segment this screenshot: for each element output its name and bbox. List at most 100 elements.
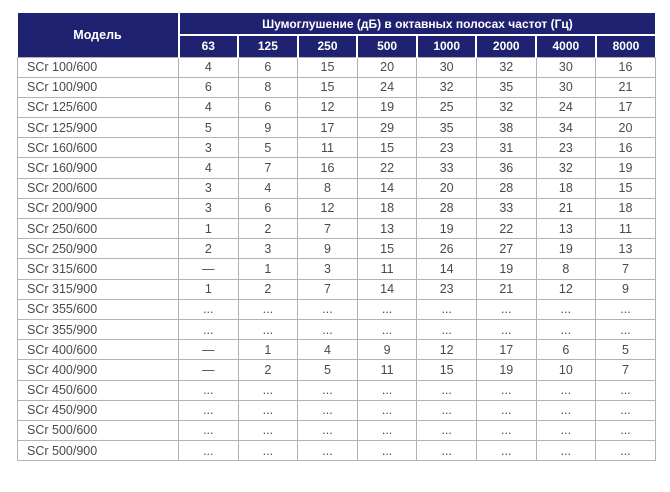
- value-cell: 17: [297, 117, 358, 139]
- value-cell: 19: [535, 238, 597, 260]
- value-cell: ...: [297, 419, 358, 442]
- value-cell: 31: [475, 137, 537, 159]
- value-cell: 19: [475, 258, 537, 280]
- table-row: SCr 400/900—2 5 11 15 19 10 7: [17, 359, 656, 381]
- value-cell: 13: [595, 238, 656, 260]
- value-cell: ...: [475, 419, 537, 442]
- model-cell: SCr 250/900: [17, 238, 179, 260]
- value-cell: ...: [595, 419, 656, 442]
- value-cell: 16: [297, 157, 358, 179]
- value-cell: 32: [475, 56, 537, 78]
- value-cell: 9: [356, 339, 418, 361]
- value-cell: 3: [178, 137, 239, 159]
- value-cell: 14: [416, 258, 477, 280]
- table-row: SCr 450/900........................: [17, 399, 656, 421]
- value-cell: ...: [237, 379, 299, 401]
- value-cell: ...: [535, 298, 597, 320]
- value-cell: 8: [237, 76, 299, 98]
- model-cell: SCr 400/900: [17, 359, 179, 381]
- value-cell: ...: [475, 379, 537, 401]
- value-cell: 30: [535, 56, 597, 78]
- value-cell: ...: [297, 298, 358, 320]
- value-cell: 36: [475, 157, 537, 179]
- value-cell: 11: [356, 258, 418, 280]
- value-cell: 19: [356, 96, 418, 119]
- value-cell: 2: [237, 278, 299, 300]
- value-cell: 4: [237, 177, 299, 199]
- value-cell: 12: [297, 197, 358, 220]
- value-cell: ...: [178, 419, 239, 442]
- value-cell: 33: [416, 157, 477, 179]
- value-cell: —: [178, 359, 239, 381]
- value-cell: 17: [475, 339, 537, 361]
- value-cell: ...: [475, 318, 537, 341]
- value-cell: ...: [595, 399, 656, 421]
- value-cell: 15: [356, 238, 418, 260]
- table-row: SCr 100/600 4 6 15 20 30 32 30 16: [17, 56, 656, 78]
- value-cell: 5: [297, 359, 358, 381]
- value-cell: ...: [356, 298, 418, 320]
- value-cell: 2: [237, 359, 299, 381]
- model-cell: SCr 315/600: [17, 258, 179, 280]
- freq-header-250: 250: [296, 35, 358, 57]
- value-cell: 6: [237, 56, 299, 78]
- value-cell: 5: [595, 339, 656, 361]
- value-cell: 3: [297, 258, 358, 280]
- value-cell: ...: [178, 318, 239, 341]
- value-cell: ...: [475, 298, 537, 320]
- value-cell: 12: [416, 339, 477, 361]
- value-cell: 11: [595, 217, 656, 240]
- value-cell: 15: [416, 359, 477, 381]
- value-cell: —: [178, 258, 239, 280]
- value-cell: 3: [237, 238, 299, 260]
- table-row: SCr 315/900 1 2 7 14 23 21 12 9: [17, 278, 656, 300]
- value-cell: ...: [416, 298, 477, 320]
- value-cell: 23: [416, 137, 477, 159]
- model-cell: SCr 100/600: [17, 56, 179, 78]
- value-cell: ...: [297, 440, 358, 462]
- value-cell: 7: [595, 258, 656, 280]
- value-cell: ...: [237, 440, 299, 462]
- value-cell: ...: [535, 440, 597, 462]
- value-cell: ...: [297, 399, 358, 421]
- value-cell: ...: [297, 379, 358, 401]
- value-cell: 5: [237, 137, 299, 159]
- freq-header-4000: 4000: [535, 35, 596, 57]
- table-row: SCr 315/600—1 3 11 14 19 8 7: [17, 258, 656, 280]
- table-row: SCr 200/900 3 6 12 18 28 33 21 18: [17, 197, 656, 220]
- value-cell: 13: [356, 217, 418, 240]
- value-cell: 7: [237, 157, 299, 179]
- value-cell: 32: [475, 96, 537, 119]
- value-cell: ...: [356, 318, 418, 341]
- model-cell: SCr 160/600: [17, 137, 179, 159]
- value-cell: 18: [356, 197, 418, 220]
- freq-header-8000: 8000: [594, 35, 656, 57]
- value-cell: ...: [535, 318, 597, 341]
- value-cell: 14: [356, 278, 418, 300]
- table-row: SCr 160/600 3 5 11 15 23 31 23 16: [17, 137, 656, 159]
- value-cell: 20: [595, 117, 656, 139]
- value-cell: 24: [356, 76, 418, 98]
- value-cell: 1: [178, 278, 239, 300]
- value-cell: ...: [475, 399, 537, 421]
- value-cell: ...: [356, 440, 418, 462]
- value-cell: 4: [178, 157, 239, 179]
- table-row: SCr 400/600—1 4 9 12 17 6 5: [17, 339, 656, 361]
- value-cell: ...: [416, 419, 477, 442]
- value-cell: 17: [595, 96, 656, 119]
- value-cell: ...: [356, 379, 418, 401]
- value-cell: ...: [416, 318, 477, 341]
- value-cell: 15: [356, 137, 418, 159]
- model-cell: SCr 500/900: [17, 440, 179, 462]
- value-cell: —: [178, 339, 239, 361]
- freq-header-2000: 2000: [475, 35, 537, 57]
- value-cell: 22: [475, 217, 537, 240]
- value-cell: ...: [416, 399, 477, 421]
- value-cell: 6: [535, 339, 597, 361]
- value-cell: 9: [237, 117, 299, 139]
- value-cell: 1: [237, 339, 299, 361]
- table-row: SCr 355/900........................: [17, 318, 656, 341]
- table-row: SCr 125/600 4 6 12 19 25 32 24 17: [17, 96, 656, 119]
- value-cell: 35: [416, 117, 477, 139]
- freq-header-125: 125: [237, 35, 298, 57]
